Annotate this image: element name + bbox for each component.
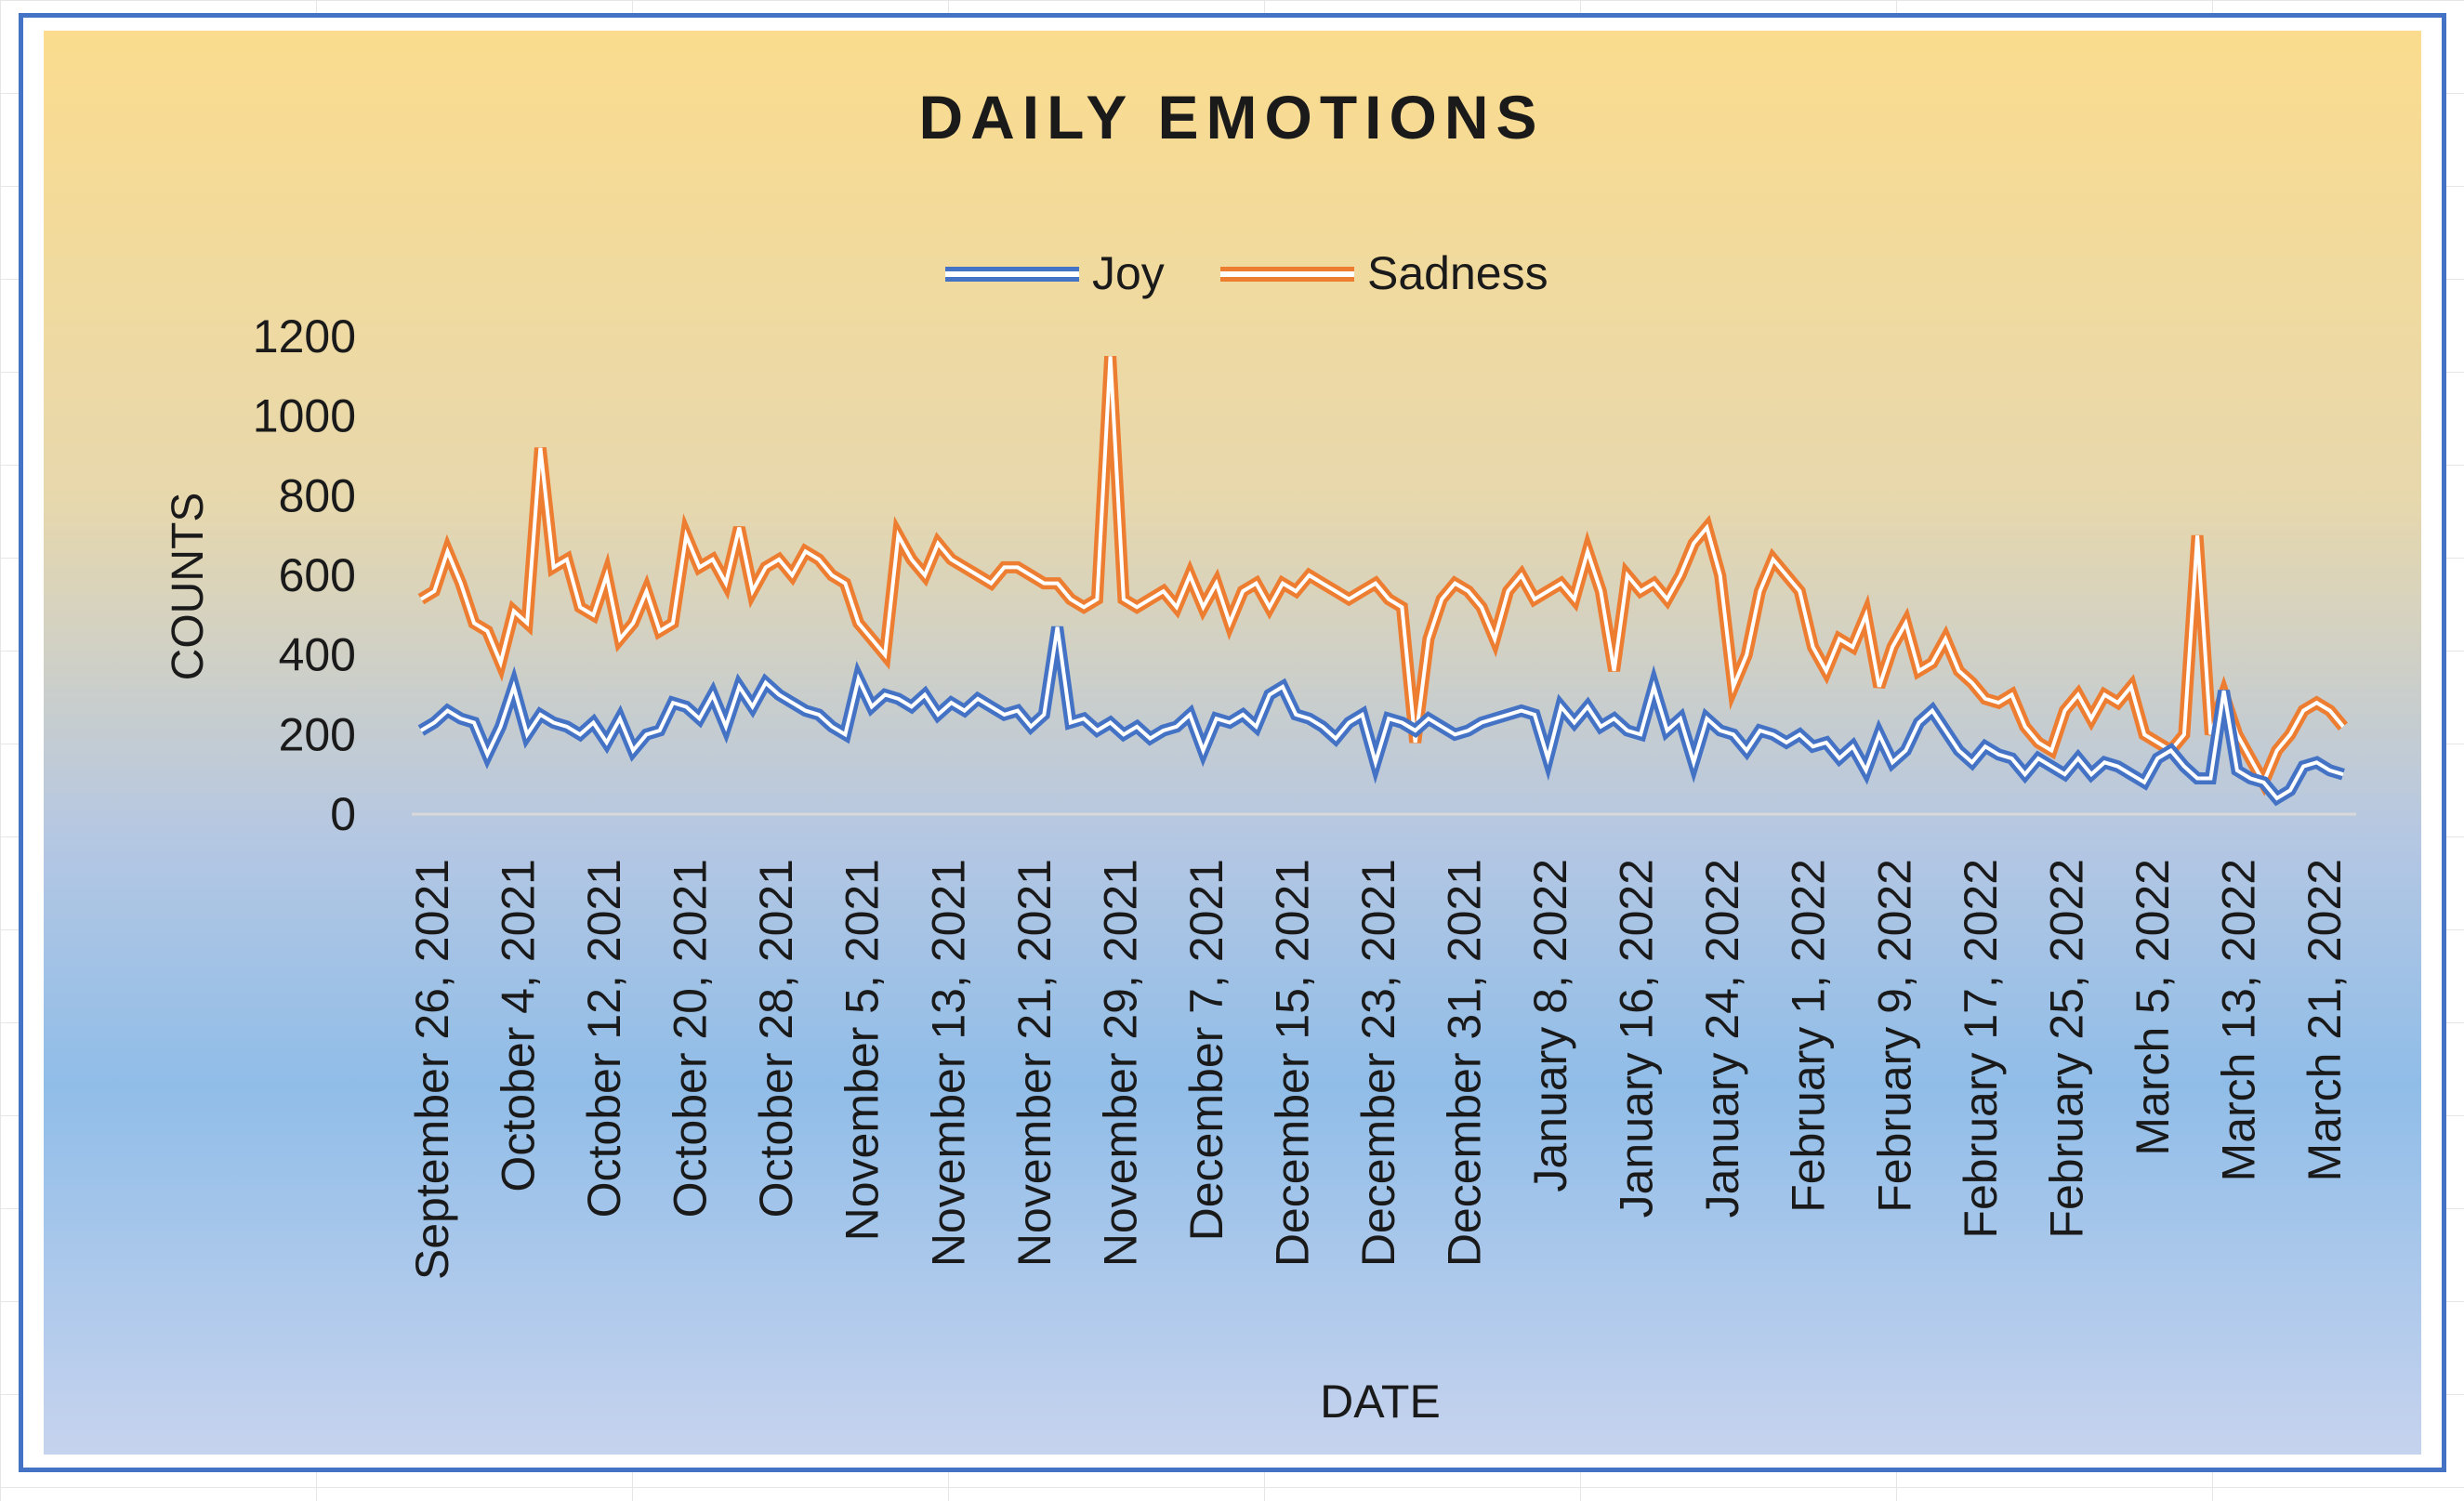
legend: Joy Sadness (945, 247, 1548, 299)
x-tick-label: November 29, 2021 (1094, 859, 1146, 1267)
y-tick-label: 600 (279, 549, 356, 601)
legend-label-sadness: Sadness (1367, 247, 1548, 299)
x-tick-label: March 5, 2022 (2127, 859, 2179, 1156)
series-line-joy (417, 625, 2345, 807)
series-line-core-joy (419, 626, 2344, 801)
x-axis-label: DATE (1320, 1376, 1441, 1428)
chart-title: DAILY EMOTIONS (918, 83, 1544, 151)
line-chart: DAILY EMOTIONS Joy Sadness COUNTS DATE 0… (164, 83, 2356, 1428)
x-tick-label: December 23, 2021 (1352, 859, 1404, 1267)
x-tick-label: October 28, 2021 (750, 859, 802, 1218)
y-tick-label: 800 (279, 469, 356, 521)
y-tick-label: 1000 (253, 390, 356, 442)
x-tick-label: February 25, 2022 (2040, 859, 2092, 1239)
x-tick-label: February 17, 2022 (1955, 859, 2007, 1239)
x-tick-label: December 15, 2021 (1266, 859, 1318, 1267)
x-tick-label: November 21, 2021 (1008, 859, 1061, 1267)
x-tick-label: January 16, 2022 (1611, 859, 1663, 1218)
x-tick-label: October 20, 2021 (665, 859, 717, 1218)
x-tick-label: December 7, 2021 (1180, 859, 1232, 1241)
x-tick-label: February 9, 2022 (1868, 859, 1920, 1213)
x-tick-label: October 12, 2021 (578, 859, 630, 1218)
y-axis-label: COUNTS (164, 493, 213, 681)
x-tick-label: October 4, 2021 (493, 859, 545, 1192)
legend-item-sadness: Sadness (1220, 247, 1548, 299)
series-line-core-sadness (419, 356, 2345, 787)
x-tick-label: March 21, 2022 (2299, 859, 2351, 1181)
y-axis-ticks: 0 200 400 600 800 1000 1200 (253, 310, 356, 840)
series-layer (417, 356, 2348, 807)
y-tick-label: 400 (279, 629, 356, 681)
x-tick-label: December 31, 2021 (1439, 859, 1491, 1267)
x-tick-label: February 1, 2022 (1783, 859, 1835, 1213)
x-tick-label: November 5, 2021 (837, 859, 889, 1241)
legend-item-joy: Joy (945, 247, 1165, 299)
x-tick-label: November 13, 2021 (922, 859, 974, 1267)
x-tick-label: September 26, 2021 (406, 859, 458, 1280)
chart-frame[interactable]: DAILY EMOTIONS Joy Sadness COUNTS DATE 0… (19, 13, 2446, 1472)
legend-label-joy: Joy (1092, 247, 1165, 299)
y-tick-label: 200 (279, 708, 356, 760)
series-line-sadness (417, 356, 2348, 797)
x-tick-label: January 24, 2022 (1696, 859, 1748, 1218)
y-tick-label: 1200 (253, 310, 356, 362)
x-axis-ticks: September 26, 2021 October 4, 2021 October… (406, 859, 2351, 1280)
x-tick-label: January 8, 2022 (1524, 859, 1576, 1192)
x-tick-label: March 13, 2022 (2212, 859, 2264, 1181)
y-tick-label: 0 (330, 788, 356, 840)
